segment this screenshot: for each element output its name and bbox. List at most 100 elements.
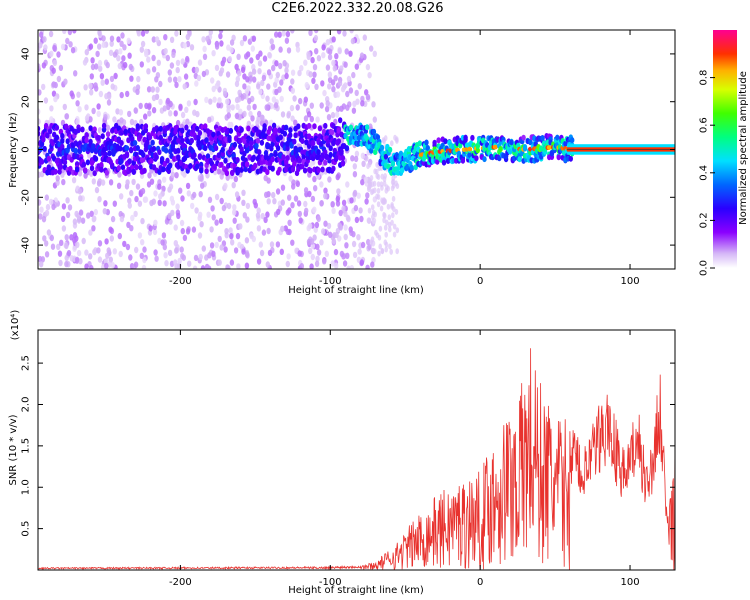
noise-mark [367, 217, 372, 224]
noise-mark [285, 260, 290, 268]
noise-mark [137, 200, 143, 207]
band-mark [96, 134, 101, 141]
noise-mark [330, 79, 336, 86]
noise-mark [48, 198, 54, 206]
noise-mark [43, 44, 48, 51]
band-mark [288, 132, 293, 139]
noise-mark [88, 116, 93, 123]
noise-mark [321, 44, 326, 51]
noise-mark [265, 95, 270, 102]
noise-mark [285, 209, 290, 216]
noise-mark [233, 247, 239, 254]
noise-mark [326, 222, 332, 230]
noise-mark [118, 250, 123, 258]
band-mark [176, 154, 181, 161]
noise-mark [227, 121, 232, 129]
noise-mark [39, 31, 44, 38]
noise-mark [330, 201, 335, 208]
x-tick-label: -100 [319, 276, 342, 287]
noise-mark [309, 102, 314, 109]
noise-mark [153, 219, 158, 226]
noise-mark [335, 173, 340, 181]
noise-mark [359, 215, 364, 223]
noise-mark [135, 88, 140, 96]
band-mark [292, 138, 297, 145]
noise-mark [164, 260, 169, 267]
noise-mark [72, 30, 77, 34]
band-mark [211, 131, 216, 138]
noise-mark [312, 175, 317, 183]
noise-mark [98, 90, 104, 98]
noise-mark [109, 75, 115, 83]
noise-mark [60, 43, 66, 50]
noise-mark [151, 94, 157, 102]
band-mark [85, 159, 91, 166]
noise-mark [293, 119, 298, 126]
noise-mark [379, 181, 384, 188]
noise-mark [156, 59, 161, 66]
noise-mark [195, 110, 200, 118]
snr-x-label: Height of straight line (km) [288, 585, 424, 596]
noise-mark [127, 197, 132, 204]
noise-mark [140, 187, 146, 195]
noise-mark [44, 240, 49, 247]
noise-mark [370, 236, 375, 243]
noise-mark [256, 225, 262, 232]
noise-mark [110, 262, 116, 269]
noise-mark [236, 96, 242, 103]
noise-mark [244, 251, 250, 258]
noise-mark [394, 180, 398, 187]
noise-mark [274, 31, 279, 38]
band-mark [168, 162, 173, 169]
noise-mark [65, 211, 71, 219]
noise-mark [249, 57, 254, 64]
noise-mark [351, 240, 357, 248]
noise-mark [128, 63, 133, 71]
band-mark [255, 137, 261, 144]
noise-mark [201, 70, 207, 78]
noise-mark [119, 215, 125, 223]
noise-mark [41, 216, 47, 223]
band-mark [135, 145, 140, 151]
noise-mark [367, 184, 371, 191]
noise-mark [117, 62, 123, 70]
noise-mark [227, 55, 233, 63]
noise-mark [360, 152, 366, 159]
noise-mark [252, 103, 257, 111]
noise-mark [351, 231, 356, 238]
noise-mark [51, 203, 56, 210]
band-mark [570, 137, 575, 144]
noise-mark [236, 263, 241, 269]
noise-mark [105, 124, 111, 131]
noise-mark [212, 96, 217, 103]
noise-mark [237, 70, 242, 77]
noise-mark [384, 231, 389, 238]
noise-mark [130, 214, 135, 222]
noise-mark [352, 189, 358, 197]
noise-mark [331, 59, 336, 67]
band-mark [135, 123, 140, 130]
band-mark [91, 143, 96, 150]
spectrogram-marks [38, 30, 675, 269]
band-mark [308, 167, 313, 174]
noise-mark [299, 65, 304, 72]
noise-mark [66, 250, 72, 257]
noise-mark [239, 39, 245, 47]
noise-mark [294, 247, 299, 254]
y-tick-label: 1.5 [21, 438, 32, 454]
band-mark [270, 156, 275, 163]
noise-mark [142, 256, 147, 264]
noise-mark [162, 200, 167, 207]
noise-mark [319, 239, 324, 246]
noise-mark [308, 30, 313, 36]
noise-mark [309, 238, 315, 245]
noise-mark [327, 71, 333, 78]
noise-mark [116, 55, 121, 62]
figure-title: C2E6.2022.332.20.08.G26 [271, 1, 444, 16]
noise-mark [241, 248, 246, 255]
band-mark [73, 147, 79, 154]
band-mark [99, 161, 104, 168]
noise-mark [244, 88, 250, 95]
noise-mark [89, 264, 94, 269]
